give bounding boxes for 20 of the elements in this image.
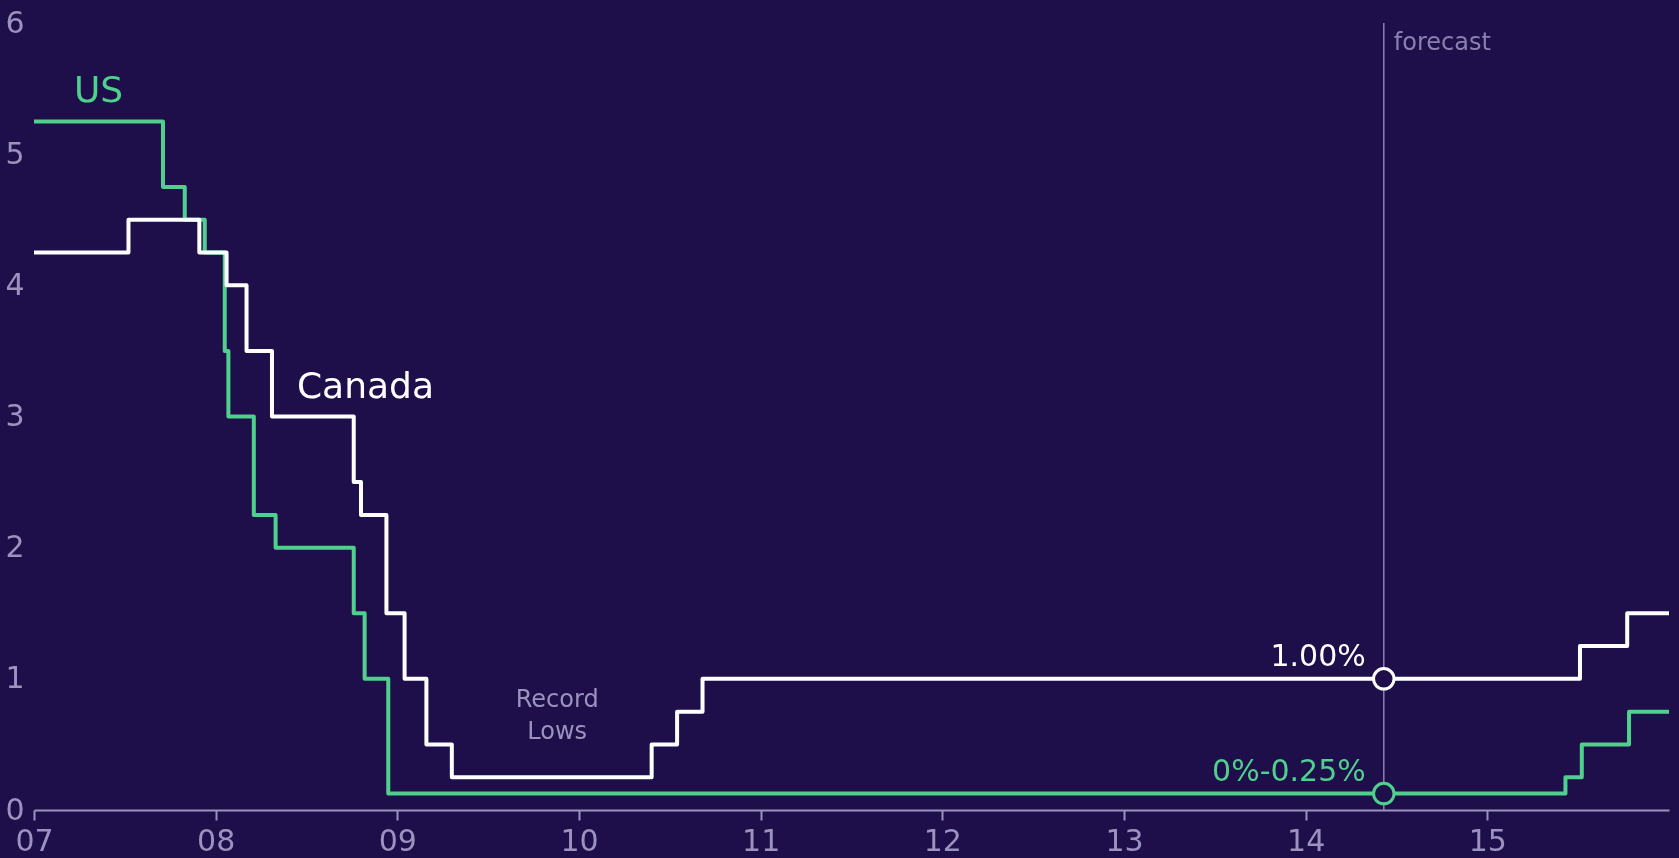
annotation: 0%-0.25%: [1212, 752, 1366, 788]
x-tick-label: 12: [923, 822, 962, 858]
y-tick-label: 6: [5, 4, 25, 40]
x-tick-label: 13: [1105, 822, 1144, 858]
series-label: Canada: [296, 364, 434, 406]
x-tick-label: 10: [560, 822, 599, 858]
y-tick-label: 4: [5, 266, 25, 302]
x-tick-label: 08: [197, 822, 236, 858]
y-tick-label: 5: [5, 135, 25, 171]
x-tick-label: 14: [1287, 822, 1326, 858]
x-tick-label: 15: [1468, 822, 1507, 858]
annotation: 1.00%: [1270, 637, 1366, 673]
annotation: Record Lows: [515, 684, 599, 745]
y-tick-label: 1: [5, 660, 25, 696]
series-label: US: [74, 69, 124, 111]
ref-line-label: forecast: [1393, 28, 1491, 56]
y-tick-label: 3: [5, 398, 25, 433]
x-tick-label: 09: [378, 822, 417, 858]
x-tick-label: 11: [742, 822, 781, 858]
y-tick-label: 2: [5, 529, 25, 565]
